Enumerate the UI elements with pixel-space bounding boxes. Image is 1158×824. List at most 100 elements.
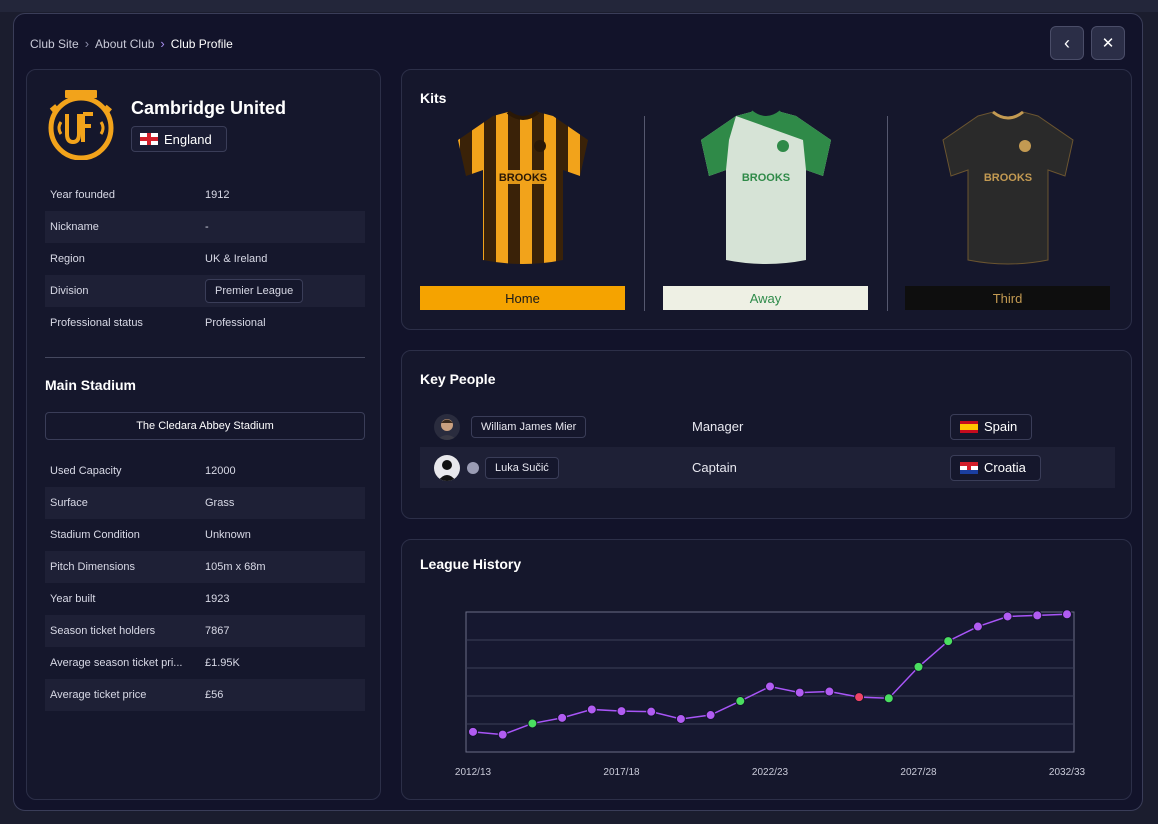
country-chip[interactable]: England bbox=[131, 126, 227, 152]
kits-title: Kits bbox=[420, 90, 447, 106]
stadium-heading: Main Stadium bbox=[45, 377, 137, 393]
data-point bbox=[854, 692, 865, 703]
data-point bbox=[735, 696, 746, 707]
info-value: Unknown bbox=[205, 529, 251, 541]
data-point bbox=[1062, 609, 1072, 620]
data-point bbox=[972, 621, 983, 632]
info-label: Used Capacity bbox=[50, 465, 122, 477]
info-row: Stadium Condition Unknown bbox=[45, 519, 365, 551]
chevron-right-icon: › bbox=[84, 36, 90, 51]
country-name: England bbox=[164, 131, 212, 147]
kit-label-third[interactable]: Third bbox=[905, 286, 1110, 310]
club-crest-icon bbox=[48, 90, 114, 160]
club-profile-modal: Club Site › About Club › Club Profile ‹ … bbox=[13, 13, 1143, 811]
stadium-info-table: Used Capacity 12000 Surface Grass Stadiu… bbox=[45, 455, 365, 711]
info-value: 12000 bbox=[205, 465, 236, 477]
info-label: Division bbox=[50, 285, 89, 297]
info-row: Average ticket price £56 bbox=[45, 679, 365, 711]
third-shirt-icon: BROOKS bbox=[942, 110, 1074, 265]
person-name-chip[interactable]: William James Mier bbox=[471, 415, 587, 438]
info-value: UK & Ireland bbox=[205, 253, 268, 265]
kit-label-home[interactable]: Home bbox=[420, 286, 625, 310]
info-value: - bbox=[205, 221, 209, 233]
x-tick-label: 2032/33 bbox=[1049, 767, 1086, 778]
close-icon: ✕ bbox=[1101, 35, 1115, 52]
kits-panel: Kits BROOKS bbox=[401, 69, 1132, 330]
club-info-panel: Cambridge United England Year founded 19… bbox=[26, 69, 381, 800]
croatia-flag-icon bbox=[960, 461, 978, 474]
x-tick-label: 2012/13 bbox=[455, 767, 492, 778]
info-value: 1923 bbox=[205, 593, 230, 605]
info-value: 1912 bbox=[205, 189, 230, 201]
key-people-title: Key People bbox=[420, 371, 496, 387]
data-point bbox=[824, 686, 835, 697]
avatar bbox=[434, 454, 460, 481]
person-name-chip[interactable]: Luka Sučić bbox=[485, 456, 559, 479]
x-tick-label: 2022/23 bbox=[752, 767, 789, 778]
info-row: Nickname - bbox=[45, 211, 365, 243]
data-point bbox=[557, 712, 568, 723]
data-point bbox=[527, 718, 538, 729]
data-point bbox=[1032, 610, 1043, 621]
nation-chip[interactable]: Spain bbox=[950, 413, 1033, 440]
x-tick-label: 2017/18 bbox=[603, 767, 640, 778]
chevron-left-icon: ‹ bbox=[1064, 32, 1070, 53]
key-people-panel: Key People William James Mier Manager Sp… bbox=[401, 350, 1132, 519]
data-point bbox=[883, 693, 894, 704]
info-value: Grass bbox=[205, 497, 235, 509]
info-value: £56 bbox=[205, 689, 224, 701]
info-label: Year built bbox=[50, 593, 96, 605]
breadcrumb-club-site[interactable]: Club Site bbox=[30, 36, 79, 51]
svg-text:BROOKS: BROOKS bbox=[499, 172, 547, 184]
person-icon bbox=[437, 418, 457, 440]
info-label: Season ticket holders bbox=[50, 625, 156, 637]
person-row-captain[interactable]: Luka Sučić Captain Croatia bbox=[420, 447, 1115, 488]
info-label: Professional status bbox=[50, 317, 143, 329]
nation-chip[interactable]: Croatia bbox=[950, 454, 1041, 481]
info-row: Surface Grass bbox=[45, 487, 365, 519]
info-label: Average season ticket pri... bbox=[50, 657, 183, 669]
info-row: Year built 1923 bbox=[45, 583, 365, 615]
info-row: Year founded 1912 bbox=[45, 179, 365, 211]
breadcrumb-current: Club Profile bbox=[170, 36, 233, 51]
home-kit[interactable]: BROOKS bbox=[420, 110, 625, 270]
spain-flag-icon bbox=[960, 420, 978, 433]
nation-name: Spain bbox=[984, 419, 1018, 434]
data-point bbox=[586, 704, 597, 715]
info-label: Year founded bbox=[50, 189, 116, 201]
info-value: 7867 bbox=[205, 625, 230, 637]
back-button[interactable]: ‹ bbox=[1050, 26, 1084, 60]
person-role: Manager bbox=[692, 419, 744, 434]
home-shirt-icon: BROOKS bbox=[458, 110, 588, 264]
data-point bbox=[616, 706, 627, 717]
info-row: Division Premier League bbox=[45, 275, 365, 307]
data-point bbox=[675, 713, 686, 724]
kit-label-away[interactable]: Away bbox=[663, 286, 868, 310]
svg-text:BROOKS: BROOKS bbox=[984, 172, 1032, 184]
info-label: Nickname bbox=[50, 221, 99, 233]
info-label: Surface bbox=[50, 497, 88, 509]
league-history-chart: 2012/13 2017/18 2022/23 2027/28 2032/33 bbox=[455, 609, 1086, 778]
data-point bbox=[794, 687, 805, 698]
data-point bbox=[913, 661, 924, 672]
club-info-table: Year founded 1912 Nickname - Region UK &… bbox=[45, 179, 365, 339]
user-circle-icon bbox=[467, 461, 479, 474]
third-kit[interactable]: BROOKS bbox=[905, 110, 1110, 270]
kit-separator bbox=[644, 116, 645, 311]
info-row: Professional status Professional bbox=[45, 307, 365, 339]
info-row: Region UK & Ireland bbox=[45, 243, 365, 275]
division-chip[interactable]: Premier League bbox=[205, 279, 304, 303]
info-row: Used Capacity 12000 bbox=[45, 455, 365, 487]
background-app bbox=[0, 0, 1158, 12]
breadcrumb-about-club[interactable]: About Club bbox=[95, 36, 155, 51]
section-divider bbox=[45, 357, 365, 358]
person-row-manager[interactable]: William James Mier Manager Spain bbox=[420, 406, 1115, 447]
info-value: 105m x 68m bbox=[205, 561, 266, 573]
league-history-panel: League History 2012/13 2017/18 2022/23 2027… bbox=[401, 539, 1132, 800]
close-button[interactable]: ✕ bbox=[1091, 26, 1125, 60]
breadcrumb: Club Site › About Club › Club Profile bbox=[30, 36, 233, 51]
info-row: Pitch Dimensions 105m x 68m bbox=[45, 551, 365, 583]
stadium-name-chip[interactable]: The Cledara Abbey Stadium bbox=[45, 412, 365, 440]
info-row: Season ticket holders 7867 bbox=[45, 615, 365, 647]
away-kit[interactable]: BROOKS bbox=[663, 110, 868, 270]
